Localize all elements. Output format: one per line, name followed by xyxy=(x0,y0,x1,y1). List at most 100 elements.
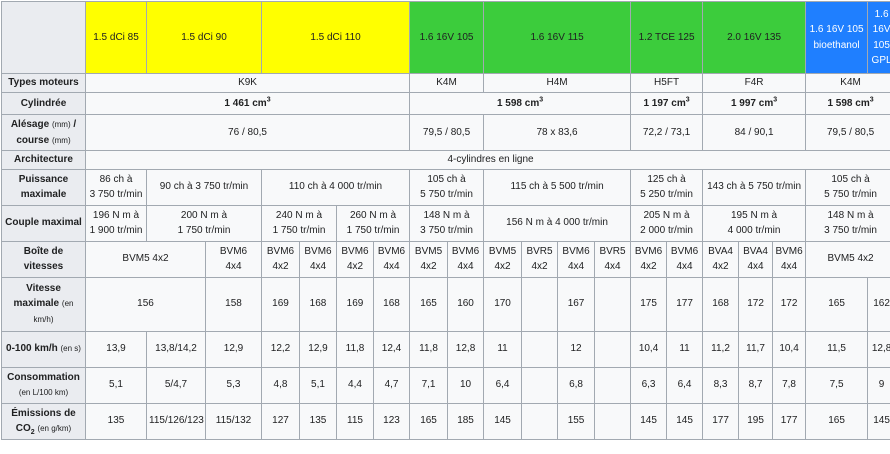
cell: 5/4,7 xyxy=(147,367,206,403)
cell: 13,9 xyxy=(86,331,147,367)
engine-header-1-5-dci-90: 1.5 dCi 90 xyxy=(147,2,262,74)
cell: 6,3 xyxy=(631,367,667,403)
corner-cell xyxy=(2,2,86,74)
cell: 8,7 xyxy=(739,367,773,403)
cell: 11,2 xyxy=(703,331,739,367)
row-vitesse: Vitesse maximale (en km/h) 156 158 169 1… xyxy=(2,277,890,331)
cell: 5,1 xyxy=(86,367,147,403)
cell: 7,5 xyxy=(806,367,868,403)
cell: 79,5 / 80,5 xyxy=(410,115,484,151)
cell: 76 / 80,5 xyxy=(86,115,410,151)
cell: 172 xyxy=(739,277,773,331)
cell: 10,4 xyxy=(631,331,667,367)
cell: 165 xyxy=(806,403,868,439)
cell: 8,3 xyxy=(703,367,739,403)
row-emissions: Émissions de CO2 (en g/km) 135 115/126/1… xyxy=(2,403,890,439)
cell: 11 xyxy=(667,331,703,367)
engine-header-1-6-16v-115: 1.6 16V 115 xyxy=(484,2,631,74)
cell: 11,7 xyxy=(739,331,773,367)
cell: 84 / 90,1 xyxy=(703,115,806,151)
cell xyxy=(595,403,631,439)
cell xyxy=(522,277,558,331)
cell: 115/132 xyxy=(206,403,262,439)
cell: 1 598 cm3 xyxy=(410,93,631,115)
row-label-alesage: Alésage (mm) / course (mm) xyxy=(2,115,86,151)
row-label-0-100: 0-100 km/h (en s) xyxy=(2,331,86,367)
cell: 177 xyxy=(667,277,703,331)
cell xyxy=(522,331,558,367)
cell: 4,4 xyxy=(337,367,374,403)
engine-spec-table: 1.5 dCi 85 1.5 dCi 90 1.5 dCi 110 1.6 16… xyxy=(1,1,890,440)
cell xyxy=(595,367,631,403)
row-alesage-course: Alésage (mm) / course (mm) 76 / 80,5 79,… xyxy=(2,115,890,151)
cell: 12,9 xyxy=(206,331,262,367)
cell: 6,8 xyxy=(558,367,595,403)
row-types-moteurs: Types moteurs K9K K4M H4M H5FT F4R K4M xyxy=(2,74,890,93)
cell xyxy=(595,277,631,331)
cell: F4R xyxy=(703,74,806,93)
cell: 4,8 xyxy=(262,367,300,403)
engine-header-2-0-16v-135: 2.0 16V 135 xyxy=(703,2,806,74)
cell: 165 xyxy=(410,403,448,439)
cell: 165 xyxy=(806,277,868,331)
cell: 7,1 xyxy=(410,367,448,403)
row-cylindree: Cylindrée 1 461 cm3 1 598 cm3 1 197 cm3 … xyxy=(2,93,890,115)
cell: 79,5 / 80,5 xyxy=(806,115,890,151)
cell xyxy=(595,331,631,367)
cell: 115 xyxy=(337,403,374,439)
cell: 160 xyxy=(448,277,484,331)
cell: 1 461 cm3 xyxy=(86,93,410,115)
cell: 168 xyxy=(374,277,410,331)
row-0-100: 0-100 km/h (en s) 13,9 13,8/14,2 12,9 12… xyxy=(2,331,890,367)
cell: 162 xyxy=(868,277,890,331)
cell: 165 xyxy=(410,277,448,331)
cell: 12,4 xyxy=(374,331,410,367)
cell: 115 ch à 5 500 tr/min xyxy=(484,169,631,205)
cell: 9 xyxy=(868,367,890,403)
cell: 168 xyxy=(703,277,739,331)
cell: 135 xyxy=(300,403,337,439)
row-label-boite: Boîte de vitesses xyxy=(2,241,86,277)
cell: 168 xyxy=(300,277,337,331)
cell: 155 xyxy=(558,403,595,439)
cell: 172 xyxy=(773,277,806,331)
row-label-architecture: Architecture xyxy=(2,151,86,170)
cell: 145 xyxy=(868,403,890,439)
cell: BVM5 4x2 xyxy=(86,241,206,277)
cell: 169 xyxy=(262,277,300,331)
cell: 11 xyxy=(484,331,522,367)
row-label-vitesse: Vitesse maximale (en km/h) xyxy=(2,277,86,331)
cell: 158 xyxy=(206,277,262,331)
cell: 5,1 xyxy=(300,367,337,403)
cell: 169 xyxy=(337,277,374,331)
cell: K4M xyxy=(806,74,890,93)
cell: 6,4 xyxy=(484,367,522,403)
cell: 10 xyxy=(448,367,484,403)
cell: 1 997 cm3 xyxy=(703,93,806,115)
cell: 170 xyxy=(484,277,522,331)
cell: 11,8 xyxy=(410,331,448,367)
cell: 6,4 xyxy=(667,367,703,403)
engine-header-1-2-tce-125: 1.2 TCE 125 xyxy=(631,2,703,74)
cell: 10,4 xyxy=(773,331,806,367)
cell: 11,5 xyxy=(806,331,868,367)
cell: 12,2 xyxy=(262,331,300,367)
cell: 7,8 xyxy=(773,367,806,403)
row-label-puissance: Puissance maximale xyxy=(2,169,86,205)
